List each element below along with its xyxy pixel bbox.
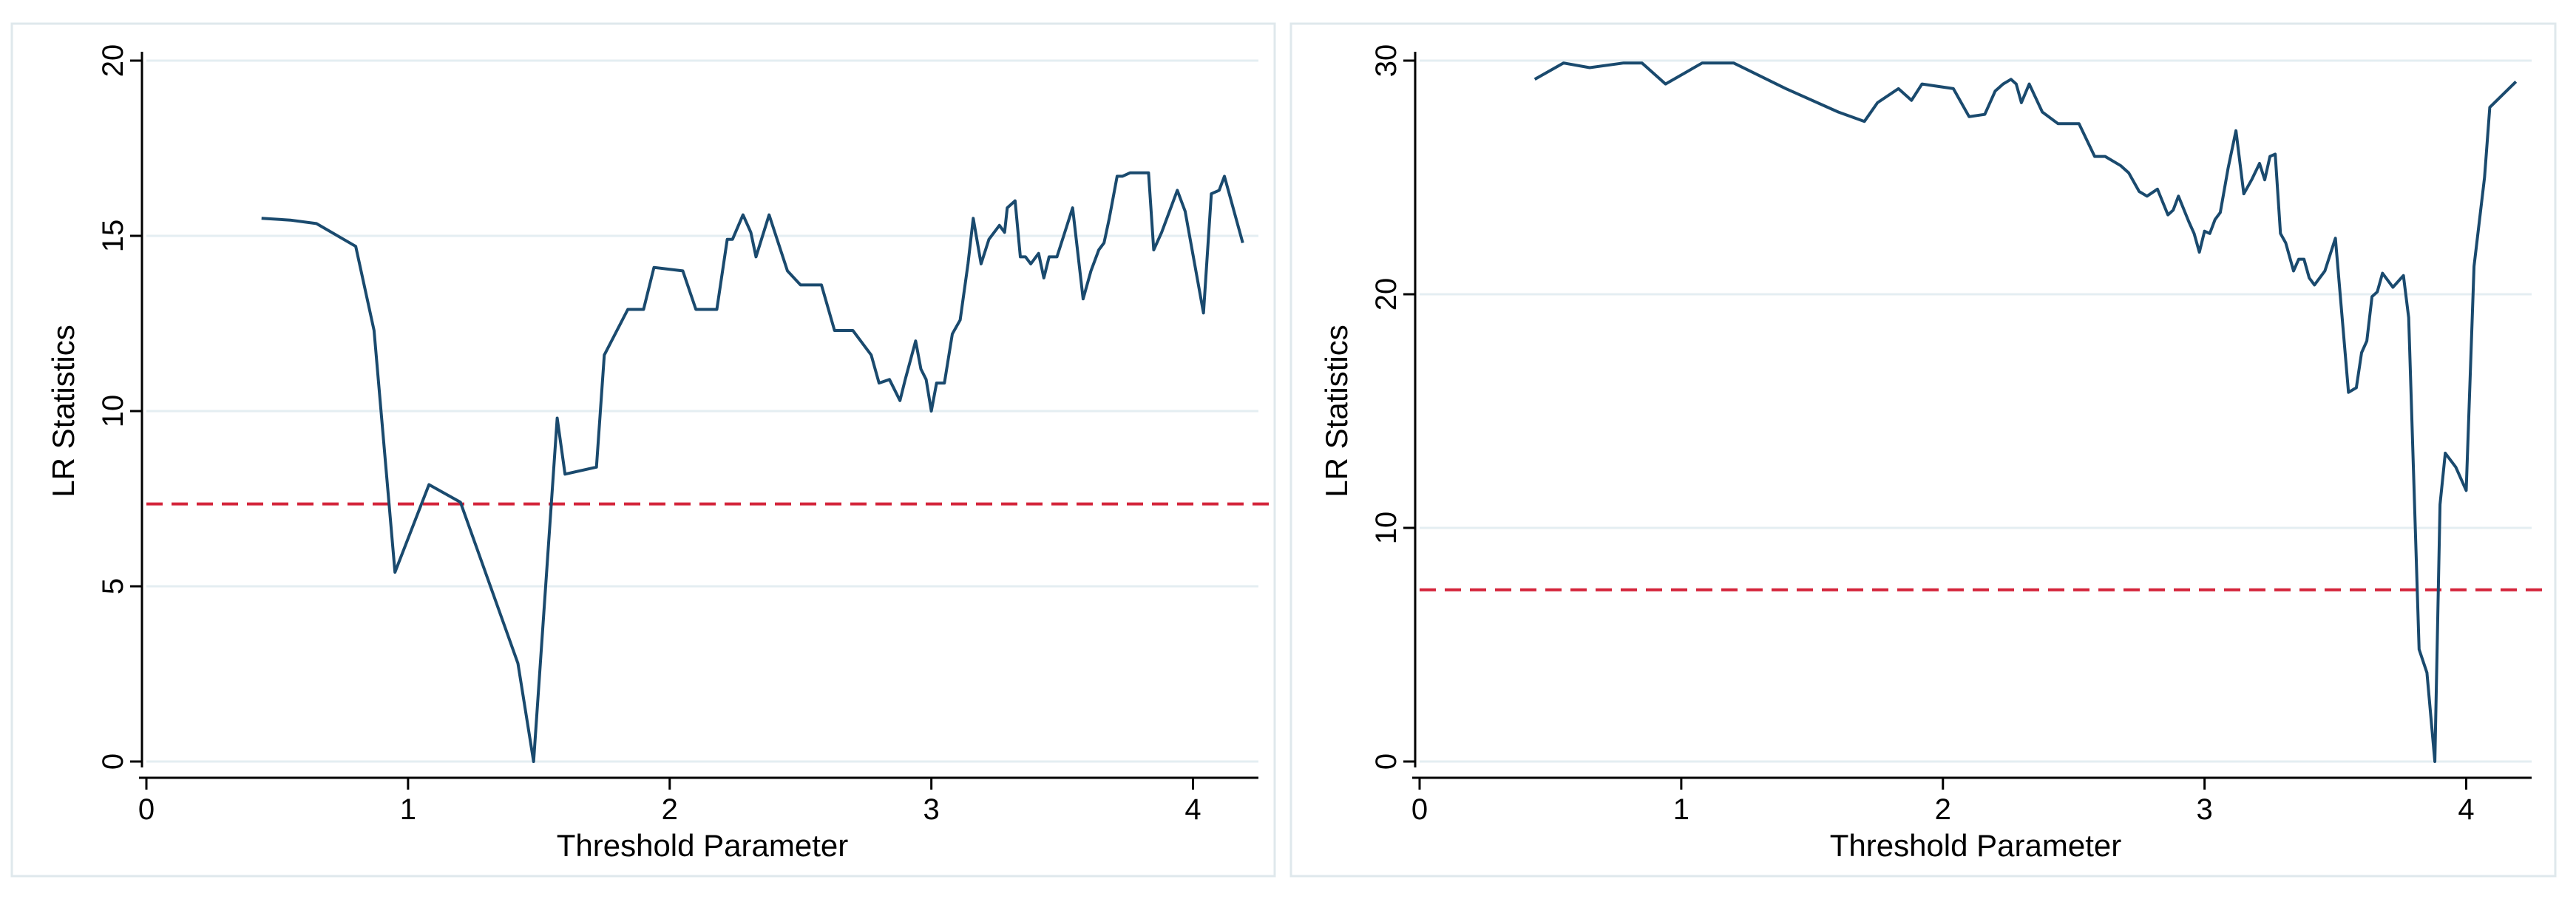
lr-statistic-line bbox=[261, 171, 1244, 763]
x-tick-label: 4 bbox=[1184, 793, 1201, 826]
y-tick-label: 0 bbox=[97, 753, 129, 770]
x-axis-title: Threshold Parameter bbox=[557, 828, 849, 863]
panel-frame bbox=[10, 22, 1276, 878]
y-tick-label: 10 bbox=[1370, 512, 1403, 545]
y-tick-label: 20 bbox=[97, 44, 129, 78]
left-chart-panel: 0 5 10 15 20 0 1 2 3 4 Threshold Parameter LR Stati… bbox=[10, 22, 1276, 878]
x-tick-label: 1 bbox=[400, 793, 416, 826]
y-tick-label: 5 bbox=[97, 578, 129, 594]
x-tick-label: 0 bbox=[138, 793, 155, 826]
y-axis-title: LR Statistics bbox=[46, 325, 81, 497]
x-tick-label: 2 bbox=[662, 793, 678, 826]
x-axis-title: Threshold Parameter bbox=[1830, 828, 2122, 863]
y-tick-label: 10 bbox=[97, 395, 129, 428]
lr-statistic-line bbox=[1533, 61, 2518, 763]
y-tick-label: 20 bbox=[1370, 278, 1403, 311]
right-chart-panel: 0 10 20 30 0 1 2 3 4 Threshold Parameter LR Statis… bbox=[1289, 22, 2557, 878]
x-tick-label: 1 bbox=[1673, 793, 1689, 826]
x-tick-label: 3 bbox=[923, 793, 940, 826]
panel-frame bbox=[1289, 22, 2557, 878]
x-tick-label: 4 bbox=[2458, 793, 2474, 826]
y-tick-label: 15 bbox=[97, 220, 129, 253]
x-tick-label: 0 bbox=[1411, 793, 1428, 826]
y-axis-title: LR Statistics bbox=[1319, 325, 1354, 497]
x-tick-label: 3 bbox=[2197, 793, 2213, 826]
x-tick-label: 2 bbox=[1935, 793, 1951, 826]
y-tick-label: 30 bbox=[1370, 44, 1403, 78]
y-tick-label: 0 bbox=[1370, 753, 1403, 770]
